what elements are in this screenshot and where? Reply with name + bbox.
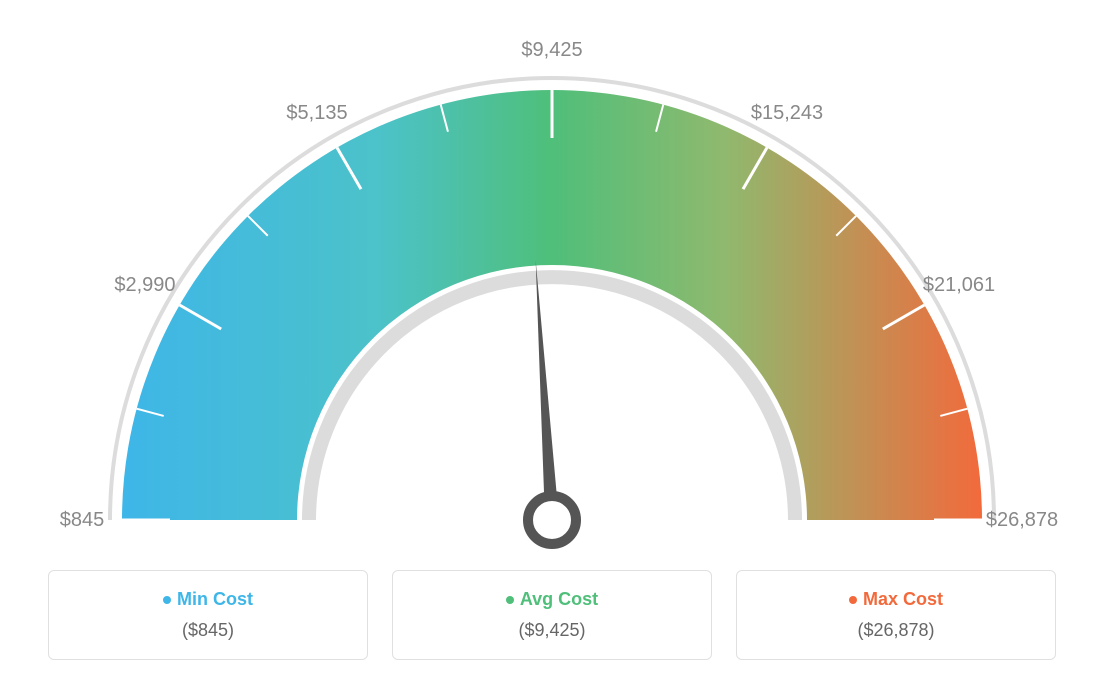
gauge-svg: $845 $2,990 $5,135 $9,425 $15,243 $21,061 $26,… <box>0 0 1104 560</box>
gauge-tick-label: $21,061 <box>923 274 995 296</box>
legend-title-avg: Avg Cost <box>413 589 691 610</box>
gauge-needle <box>536 261 559 521</box>
legend-dot-avg <box>506 596 514 604</box>
legend-card-max: Max Cost ($26,878) <box>736 570 1056 660</box>
gauge-needle-base <box>528 496 576 544</box>
legend-label-min: Min Cost <box>177 589 253 609</box>
legend-value-min: ($845) <box>69 620 347 641</box>
legend-title-min: Min Cost <box>69 589 347 610</box>
gauge-tick-label: $845 <box>60 509 105 531</box>
gauge-tick-label: $26,878 <box>986 509 1058 531</box>
gauge-container: $845 $2,990 $5,135 $9,425 $15,243 $21,061 $26,… <box>0 0 1104 560</box>
gauge-tick-label: $5,135 <box>286 102 347 124</box>
legend-label-max: Max Cost <box>863 589 943 609</box>
legend-value-avg: ($9,425) <box>413 620 691 641</box>
legend-card-min: Min Cost ($845) <box>48 570 368 660</box>
legend-container: Min Cost ($845) Avg Cost ($9,425) Max Co… <box>0 570 1104 660</box>
legend-card-avg: Avg Cost ($9,425) <box>392 570 712 660</box>
legend-value-max: ($26,878) <box>757 620 1035 641</box>
gauge-tick-label: $15,243 <box>751 102 823 124</box>
legend-label-avg: Avg Cost <box>520 589 598 609</box>
legend-title-max: Max Cost <box>757 589 1035 610</box>
legend-dot-max <box>849 596 857 604</box>
gauge-tick-label: $2,990 <box>114 274 175 296</box>
legend-dot-min <box>163 596 171 604</box>
gauge-tick-label: $9,425 <box>521 39 582 61</box>
